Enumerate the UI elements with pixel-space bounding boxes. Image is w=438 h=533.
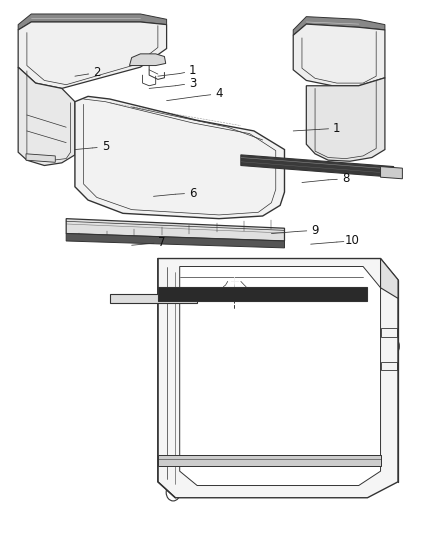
- Text: 4: 4: [215, 87, 223, 100]
- Polygon shape: [293, 17, 385, 35]
- Polygon shape: [381, 259, 398, 298]
- Text: 1: 1: [333, 122, 341, 135]
- Polygon shape: [66, 233, 285, 248]
- Text: 10: 10: [345, 235, 360, 247]
- Text: 8: 8: [342, 172, 349, 185]
- Circle shape: [230, 276, 239, 287]
- Polygon shape: [130, 54, 166, 66]
- Polygon shape: [75, 96, 285, 219]
- Polygon shape: [110, 294, 197, 303]
- Polygon shape: [18, 22, 166, 88]
- Text: 2: 2: [93, 66, 100, 79]
- Polygon shape: [158, 259, 398, 498]
- Text: 9: 9: [311, 224, 319, 237]
- Text: 3: 3: [189, 77, 197, 90]
- Text: 7: 7: [159, 236, 166, 249]
- Polygon shape: [18, 14, 166, 30]
- Polygon shape: [180, 266, 381, 486]
- Text: 1: 1: [189, 64, 197, 77]
- Polygon shape: [18, 67, 75, 165]
- Polygon shape: [66, 219, 285, 241]
- Polygon shape: [158, 287, 367, 301]
- Text: 6: 6: [189, 187, 197, 200]
- Polygon shape: [306, 78, 385, 161]
- Polygon shape: [241, 155, 394, 177]
- Polygon shape: [158, 455, 381, 466]
- Polygon shape: [381, 166, 403, 179]
- Text: 5: 5: [102, 140, 109, 154]
- Polygon shape: [293, 24, 385, 86]
- Polygon shape: [26, 154, 55, 163]
